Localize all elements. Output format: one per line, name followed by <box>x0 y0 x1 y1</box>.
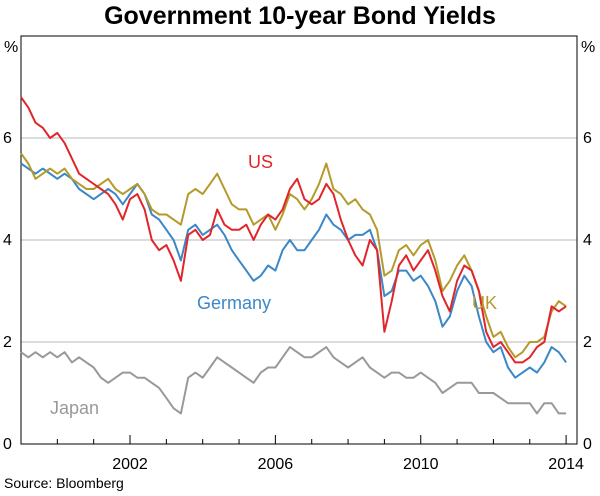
y-unit-right: % <box>581 39 595 56</box>
y-tick-label-left: 6 <box>3 130 12 147</box>
y-tick-labels-left: 0 2 4 6 <box>3 130 12 453</box>
y-tick-label-right: 4 <box>583 232 592 249</box>
series-label-germany: Germany <box>197 293 271 313</box>
y-tick-labels-right: 0 2 4 6 <box>583 130 592 453</box>
x-tick-label: 2010 <box>403 456 439 473</box>
series-line-japan <box>20 346 567 415</box>
y-tick-label-right: 2 <box>583 334 592 351</box>
plot-frame <box>20 35 578 445</box>
series-label-uk: UK <box>472 293 497 313</box>
y-tick-label-left: 2 <box>3 334 12 351</box>
series-label-japan: Japan <box>50 398 99 418</box>
x-tick-label: 2014 <box>548 456 584 473</box>
y-tick-label-right: 0 <box>583 436 592 453</box>
gridlines <box>21 137 577 343</box>
source-note: Source: Bloomberg <box>4 475 124 491</box>
y-unit-left: % <box>4 39 18 56</box>
x-tick-marks <box>20 435 567 444</box>
series-lines <box>20 96 567 415</box>
series-line-us <box>20 96 567 364</box>
series-labels: US UK Germany Japan <box>50 152 497 418</box>
y-tick-label-left: 4 <box>3 232 12 249</box>
x-tick-labels: 2002 2006 2010 2014 <box>112 456 584 473</box>
x-tick-label: 2006 <box>258 456 294 473</box>
series-label-us: US <box>248 152 273 172</box>
x-tick-label: 2002 <box>112 456 148 473</box>
series-line-germany <box>20 162 567 379</box>
y-tick-label-right: 6 <box>583 130 592 147</box>
y-tick-label-left: 0 <box>3 436 12 453</box>
chart-title: Government 10-year Bond Yields <box>104 2 496 30</box>
